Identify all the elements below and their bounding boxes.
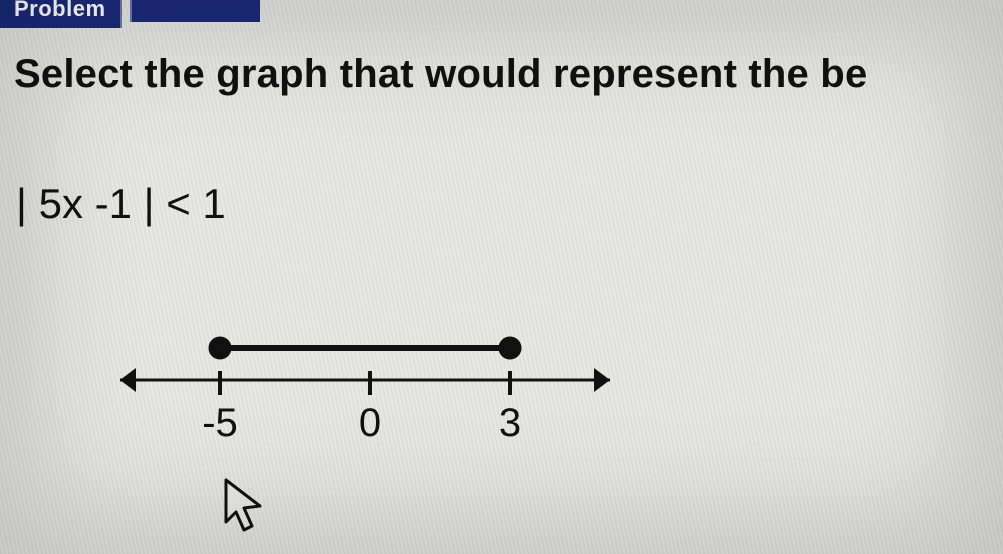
tab-strip (130, 0, 260, 22)
tab-label: Problem (14, 0, 106, 21)
svg-text:3: 3 (499, 401, 521, 445)
number-line-graph[interactable]: -5 0 3 (80, 300, 640, 480)
question-text: Select the graph that would represent th… (14, 52, 1003, 97)
mouse-cursor-icon (220, 476, 266, 536)
problem-tab[interactable]: Problem (0, 0, 122, 28)
inequality-expression: | 5x -1 | < 1 (16, 180, 226, 228)
svg-text:0: 0 (359, 401, 381, 445)
svg-text:-5: -5 (202, 401, 238, 445)
